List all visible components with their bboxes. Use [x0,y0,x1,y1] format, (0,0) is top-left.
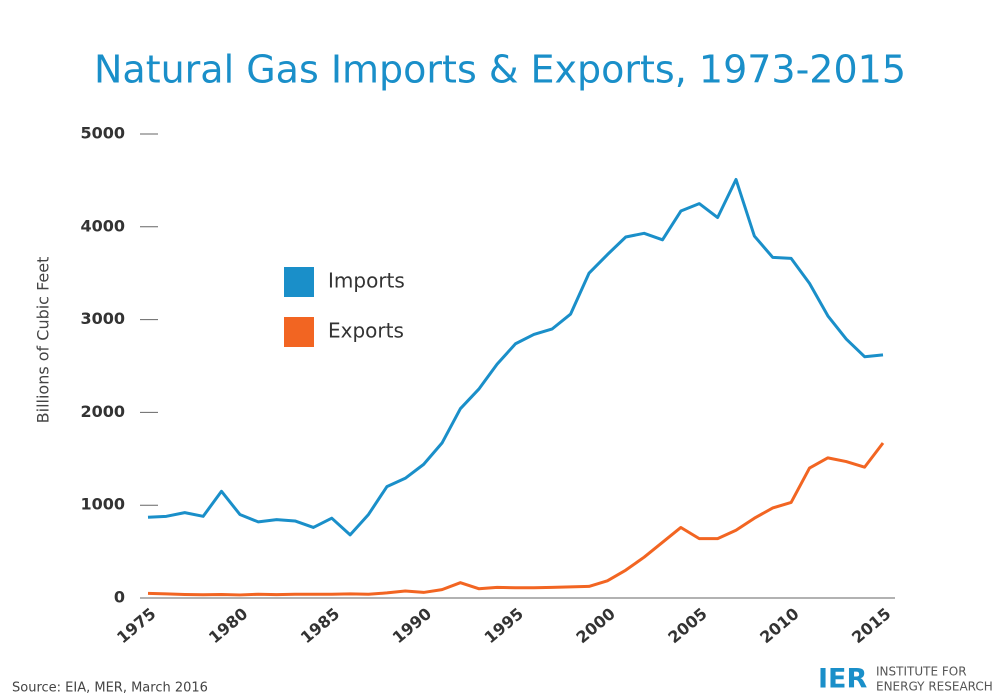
chart-title: Natural Gas Imports & Exports, 1973-2015 [94,48,906,92]
x-tick-label: 1995 [481,604,527,647]
y-tick-label: 4000 [80,216,125,235]
x-tick-label: 2010 [756,604,802,647]
logo-line: ENERGY RESEARCH [876,680,993,694]
y-tick-label: 1000 [80,495,125,514]
x-tick-label: 1985 [297,604,343,647]
legend-swatch [284,267,314,297]
x-tick-label: 1990 [389,604,435,647]
y-tick-label: 5000 [80,124,125,143]
x-tick-label: 2005 [664,604,710,647]
x-tick-label: 1975 [113,604,159,647]
y-axis-label: Billions of Cubic Feet [34,257,53,424]
legend-label: Exports [328,319,404,343]
legend-swatch [284,317,314,347]
logo-mark: IER [818,664,867,695]
legend-label: Imports [328,269,405,293]
series-line [147,442,885,597]
logo-line: INSTITUTE FOR [876,665,967,679]
y-tick-label: 0 [114,588,125,607]
y-tick-label: 3000 [80,309,125,328]
x-tick-label: 1980 [205,604,251,647]
y-tick-label: 2000 [80,402,125,421]
source: Source: EIA, MER, March 2016 [12,681,208,696]
x-tick-label: 2015 [848,604,894,647]
series-line [147,177,884,537]
x-tick-label: 2000 [573,604,619,647]
